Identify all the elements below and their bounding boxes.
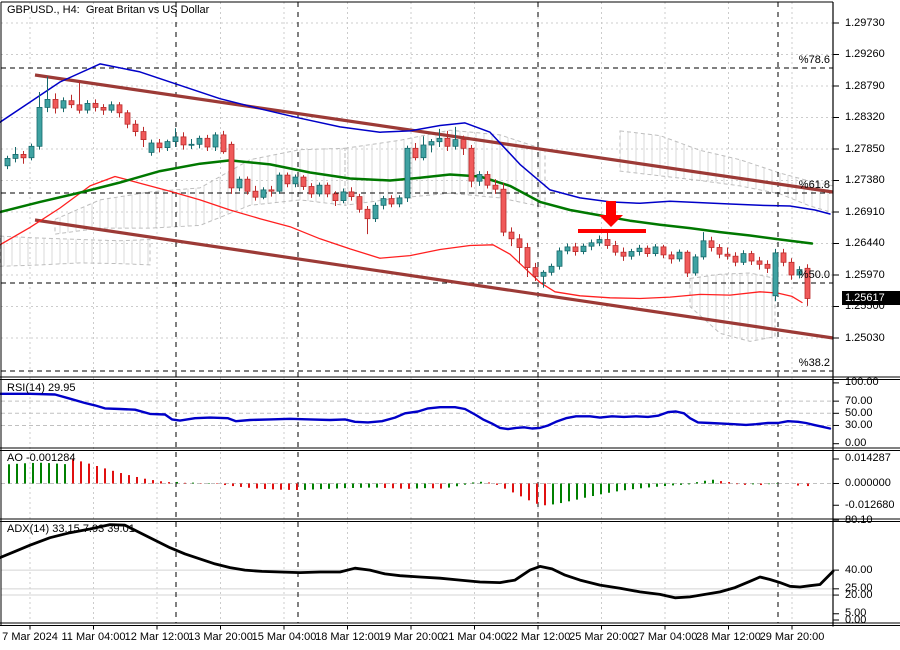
rsi-axis-label: 50.00 — [845, 406, 873, 419]
date-axis-label: 15 Mar 04:00 — [251, 631, 317, 643]
rsi-axis-label: 30.00 — [845, 418, 873, 431]
date-axis-label: 18 Mar 12:00 — [315, 631, 380, 643]
price-axis-label: 1.29260 — [845, 48, 885, 60]
fibonacci-level-label: %38.2 — [798, 357, 830, 369]
price-axis-label: 1.26440 — [845, 237, 885, 249]
adx-axis-label: 25.00 — [845, 582, 873, 595]
ao-axis-label: 0.000000 — [845, 477, 891, 489]
date-axis-label: 19 Mar 20:00 — [378, 631, 444, 643]
date-axis-label: 25 Mar 20:00 — [569, 631, 634, 643]
price-axis-label: 1.29730 — [845, 16, 885, 29]
date-axis-label: 27 Mar 04:00 — [632, 631, 698, 643]
date-axis-label: 12 Mar 12:00 — [124, 631, 190, 643]
adx-axis-label: 5.00 — [845, 607, 867, 620]
date-axis-label: 22 Mar 12:00 — [505, 631, 571, 643]
date-axis-label: 7 Mar 2024 — [2, 631, 58, 643]
date-axis-label: 13 Mar 20:00 — [188, 631, 253, 643]
chart-title: GBPUSD., H4: Great Britan vs US Dollar — [7, 4, 210, 16]
price-axis-label: 1.28320 — [845, 111, 885, 123]
rsi-axis-label: 100.00 — [845, 376, 879, 389]
price-axis-label: 1.27850 — [845, 142, 885, 155]
adx-indicator-label: ADX(14) 33.15 7.93 39.01 — [7, 523, 135, 535]
ao-indicator-label: AO -0.001284 — [7, 452, 76, 464]
price-axis-label: 1.27380 — [845, 174, 885, 186]
rsi-axis-label: 70.00 — [845, 394, 873, 407]
rsi-indicator-label: RSI(14) 29.95 — [7, 382, 76, 394]
rsi-axis-label: 0.00 — [845, 437, 867, 450]
adx-axis-label: 40.00 — [845, 563, 873, 576]
fibonacci-level-label: %61.8 — [798, 179, 830, 191]
price-axis-label: 1.25970 — [845, 268, 885, 281]
fibonacci-level-label: %50.0 — [798, 269, 830, 281]
ao-axis-label: -0.012680 — [845, 498, 895, 511]
fibonacci-level-label: %78.6 — [798, 54, 830, 66]
date-axis-label: 29 Mar 20:00 — [759, 631, 825, 643]
price-axis-label: 1.25500 — [845, 300, 885, 312]
adx-axis-label: 0.00 — [845, 613, 867, 626]
ao-axis-label: 0.014287 — [845, 452, 891, 465]
price-axis-label: 1.28790 — [845, 79, 885, 92]
date-axis-label: 28 Mar 12:00 — [696, 631, 761, 643]
current-price-badge: 1.25617 — [842, 291, 900, 305]
adx-axis-label: 20.00 — [845, 588, 873, 601]
date-axis-label: 11 Mar 04:00 — [61, 631, 126, 643]
price-axis-label: 1.26910 — [845, 205, 885, 218]
adx-axis-label: 80.10 — [845, 513, 873, 526]
date-axis-label: 21 Mar 04:00 — [442, 631, 507, 643]
price-axis-label: 1.25030 — [845, 331, 885, 344]
